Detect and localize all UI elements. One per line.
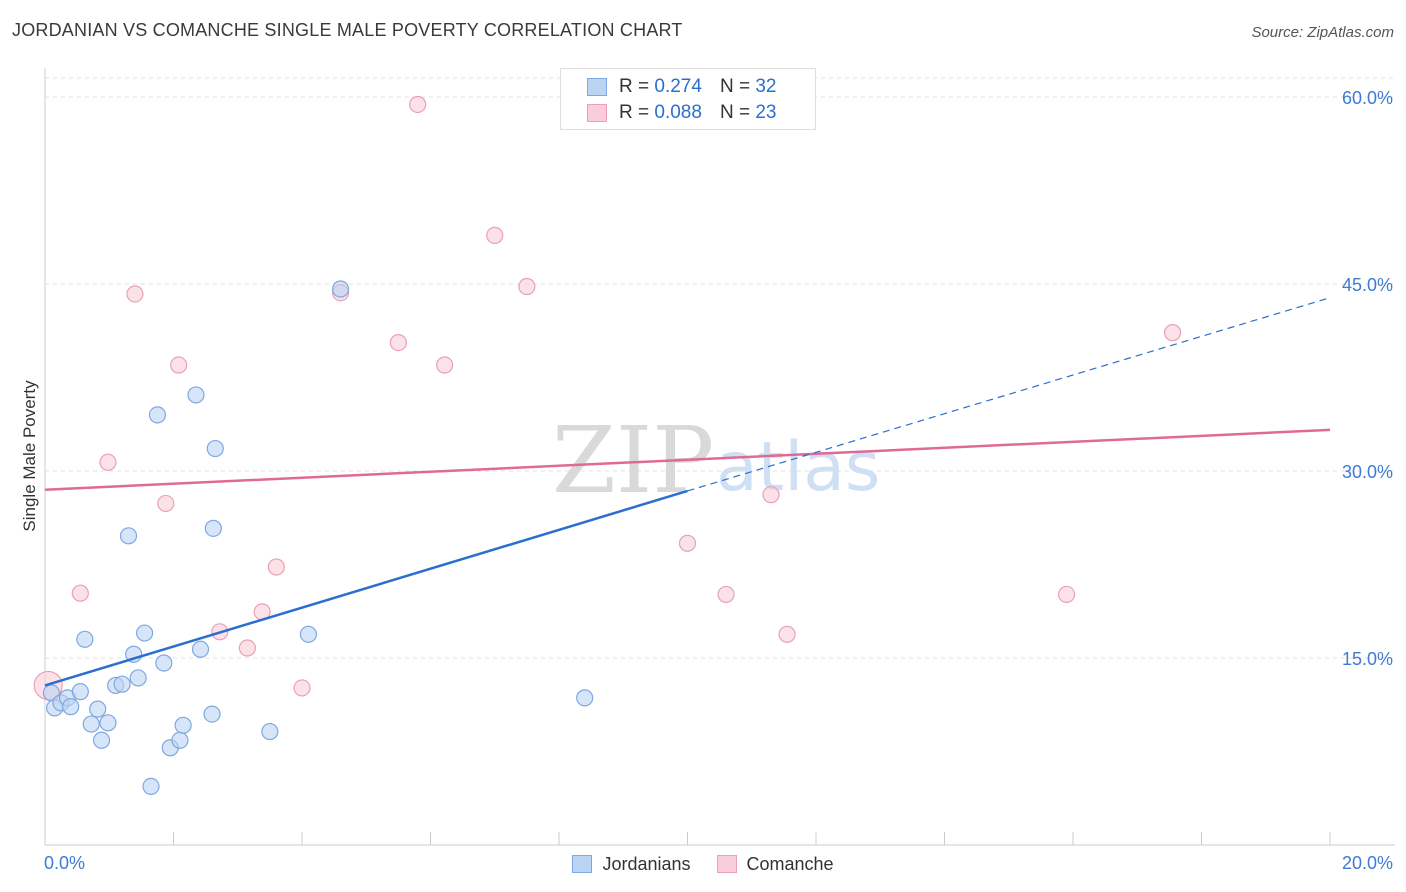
comanche-point (99, 453, 117, 471)
stats-row-comanche: R = 0.088 N = 23 (587, 101, 776, 125)
grid-lines (45, 77, 1395, 659)
jordanians-point (142, 777, 160, 796)
comanche-legend-swatch (716, 855, 737, 873)
jordanians-point (261, 722, 279, 741)
x-ticks (44, 832, 1331, 845)
watermark-atlas: atlas (716, 428, 880, 507)
comanche-point (762, 486, 780, 504)
legend-label: Comanche (746, 853, 834, 874)
comanche-point (717, 585, 735, 604)
jordanians-point (113, 675, 131, 693)
jordanians-point (576, 689, 594, 707)
jordanians-point (135, 624, 154, 642)
comanche-swatch (587, 104, 607, 122)
y-tick-label: 15.0% (1342, 649, 1393, 669)
jordanians-point (187, 386, 205, 404)
jordanians-point (82, 715, 100, 733)
jordanians-point (171, 731, 189, 749)
x-tick-labels: 0.0% 20.0% (44, 853, 1393, 873)
comanche-point (1163, 324, 1182, 342)
jordanians-point (148, 406, 167, 424)
r-value: 0.088 (654, 102, 702, 123)
comanche-point (486, 226, 504, 244)
r-label: R = (619, 76, 650, 97)
x-tick-label: 20.0% (1342, 853, 1393, 873)
jordanians-points (42, 280, 594, 796)
jordanians-point (129, 669, 147, 687)
y-tick-labels: 15.0% 30.0% 45.0% 60.0% (1342, 88, 1393, 669)
comanche-point (389, 333, 407, 352)
r-label: R = (619, 102, 650, 123)
n-value: 23 (755, 102, 777, 123)
jordanians-point (174, 716, 192, 734)
comanche-point (436, 356, 454, 374)
jordanians-point (99, 714, 117, 732)
watermark: ZIP atlas (552, 407, 880, 514)
comanche-point (126, 285, 144, 303)
comanche-point (678, 534, 697, 552)
jordanians-legend-swatch (572, 855, 593, 873)
comanche-point (238, 639, 256, 657)
stats-legend: R = 0.274 N = 32 R = 0.088 N = 23 (560, 68, 816, 130)
jordanians-point (331, 280, 350, 298)
jordanians-point (191, 640, 210, 658)
jordanians-point (155, 654, 173, 672)
y-axis-label: Single Male Poverty (20, 380, 39, 532)
comanche-point (778, 625, 796, 643)
comanche-point (157, 494, 175, 513)
comanche-points (33, 95, 1182, 701)
comanche-point (409, 95, 427, 114)
n-value: 32 (755, 76, 777, 97)
n-label: N = (719, 76, 751, 97)
jordanians-point (206, 439, 224, 458)
x-tick-label: 0.0% (44, 853, 85, 873)
jordanians-point (204, 519, 222, 537)
jordanians-point (203, 705, 221, 723)
comanche-point (267, 558, 285, 576)
comanche-point (71, 584, 89, 602)
y-tick-label: 30.0% (1342, 462, 1393, 482)
legend-item-comanche[interactable]: Comanche (716, 853, 834, 875)
comanche-point (170, 356, 188, 374)
legend-label: Jordanians (602, 853, 691, 874)
y-tick-label: 60.0% (1342, 88, 1393, 108)
series-legend: Jordanians Comanche (0, 852, 1406, 876)
jordanians-point (92, 731, 111, 749)
comanche-point (293, 679, 311, 697)
jordanians-trend-extension (687, 297, 1331, 492)
chart-title: JORDANIAN VS COMANCHE SINGLE MALE POVERT… (12, 20, 683, 40)
source-label: Source: ZipAtlas.com (1251, 24, 1394, 41)
jordanians-point (89, 700, 107, 718)
comanche-point (1057, 585, 1076, 604)
jordanians-trend-line (44, 489, 688, 687)
trend-lines (44, 297, 1331, 687)
comanche-trend-line (44, 428, 1331, 491)
legend-item-jordanians[interactable]: Jordanians (572, 853, 691, 875)
jordanians-point (71, 683, 89, 701)
jordanians-point (62, 698, 80, 716)
jordanians-swatch (587, 78, 607, 96)
jordanians-point (76, 630, 94, 648)
jordanians-point (299, 625, 318, 643)
y-tick-label: 45.0% (1342, 275, 1393, 295)
n-label: N = (719, 102, 751, 123)
comanche-point (518, 277, 536, 296)
jordanians-point (119, 527, 138, 545)
axes (44, 68, 1395, 846)
stats-row-jordanians: R = 0.274 N = 32 (587, 75, 776, 99)
r-value: 0.274 (654, 76, 702, 97)
